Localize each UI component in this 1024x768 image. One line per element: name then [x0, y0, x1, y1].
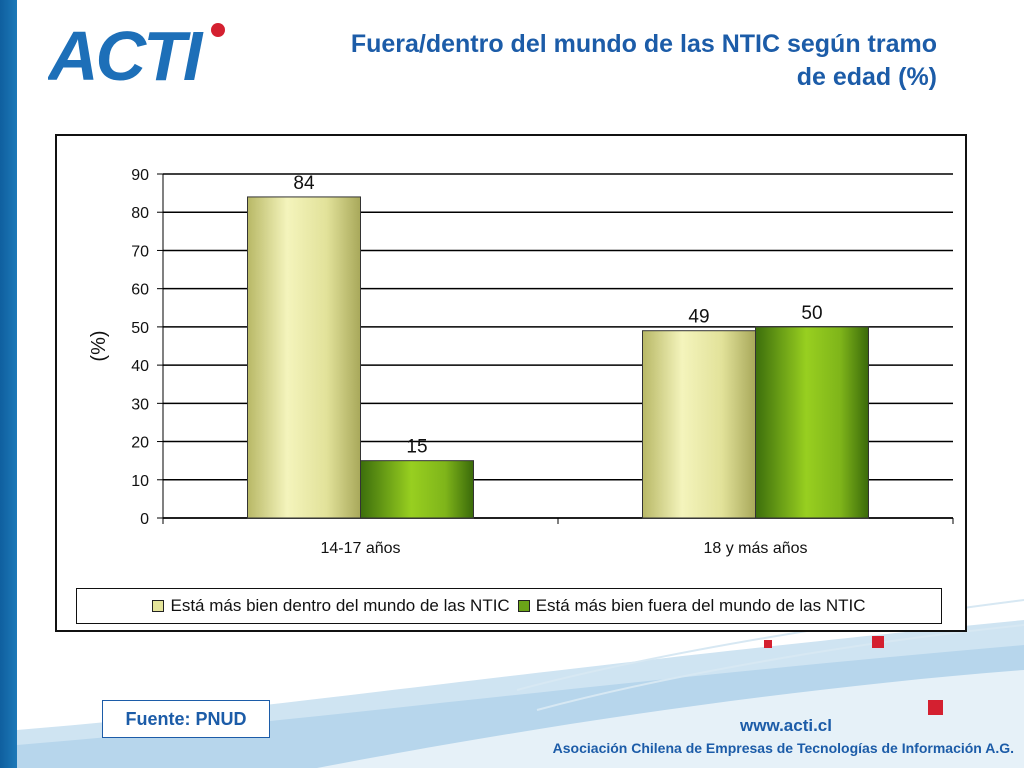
footer-url-link[interactable]: www.acti.cl — [740, 716, 832, 735]
data-label: 50 — [801, 303, 822, 324]
legend-label-fuera: Está más bien fuera del mundo de las NTI… — [535, 596, 866, 615]
legend-swatch-fuera — [517, 600, 530, 612]
bar-fuera — [360, 460, 474, 519]
legend-item-fuera: Está más bien fuera del mundo de las NTI… — [517, 596, 866, 616]
y-tick-label: 80 — [131, 205, 149, 222]
bar-fuera — [755, 326, 869, 519]
left-accent-bar — [0, 0, 17, 768]
data-label: 49 — [688, 307, 709, 328]
legend-item-dentro: Está más bien dentro del mundo de las NT… — [152, 596, 510, 616]
x-tick-label: 14-17 años — [320, 540, 400, 557]
bar-chart: 0 10 20 30 40 50 60 70 80 90 (%) 14-17 años 84 15 18 y… — [88, 167, 954, 557]
y-tick-label: 30 — [131, 396, 149, 413]
y-tick-label: 20 — [131, 435, 149, 452]
legend-swatch-dentro — [152, 600, 165, 612]
deco-square-small — [764, 640, 772, 648]
y-tick-label: 10 — [131, 473, 149, 490]
deco-square-medium — [872, 636, 884, 648]
y-tick-label: 50 — [131, 320, 149, 337]
y-tick-label: 40 — [131, 358, 149, 375]
deco-square-large — [928, 700, 943, 715]
data-label: 15 — [406, 437, 427, 458]
bar-dentro — [247, 196, 361, 519]
y-tick-label: 60 — [131, 282, 149, 299]
y-axis-label: (%) — [88, 330, 110, 361]
footer-organization: Asociación Chilena de Empresas de Tecnol… — [552, 740, 1014, 756]
acti-logo: ACTI — [48, 22, 225, 86]
y-tick-label: 90 — [131, 167, 149, 184]
y-tick-label: 70 — [131, 243, 149, 260]
legend-label-dentro: Está más bien dentro del mundo de las NT… — [170, 596, 510, 615]
chart-frame: 0 10 20 30 40 50 60 70 80 90 (%) 14-17 años 84 15 18 y… — [55, 134, 967, 632]
x-tick-label: 18 y más años — [703, 540, 807, 557]
title-line-1: Fuera/dentro del mundo de las NTIC según… — [350, 30, 937, 58]
bar-dentro — [642, 330, 756, 519]
source-box: Fuente: PNUD — [102, 700, 270, 738]
title-line-2: de edad (%) — [796, 63, 937, 91]
slide-title: Fuera/dentro del mundo de las NTIC según… — [245, 28, 937, 94]
source-label: Fuente: PNUD — [125, 708, 247, 729]
chart-legend: Está más bien dentro del mundo de las NT… — [76, 588, 942, 624]
svg-text:ACTI: ACTI — [48, 22, 204, 86]
data-label: 84 — [293, 173, 315, 194]
y-tick-label: 0 — [140, 511, 149, 528]
